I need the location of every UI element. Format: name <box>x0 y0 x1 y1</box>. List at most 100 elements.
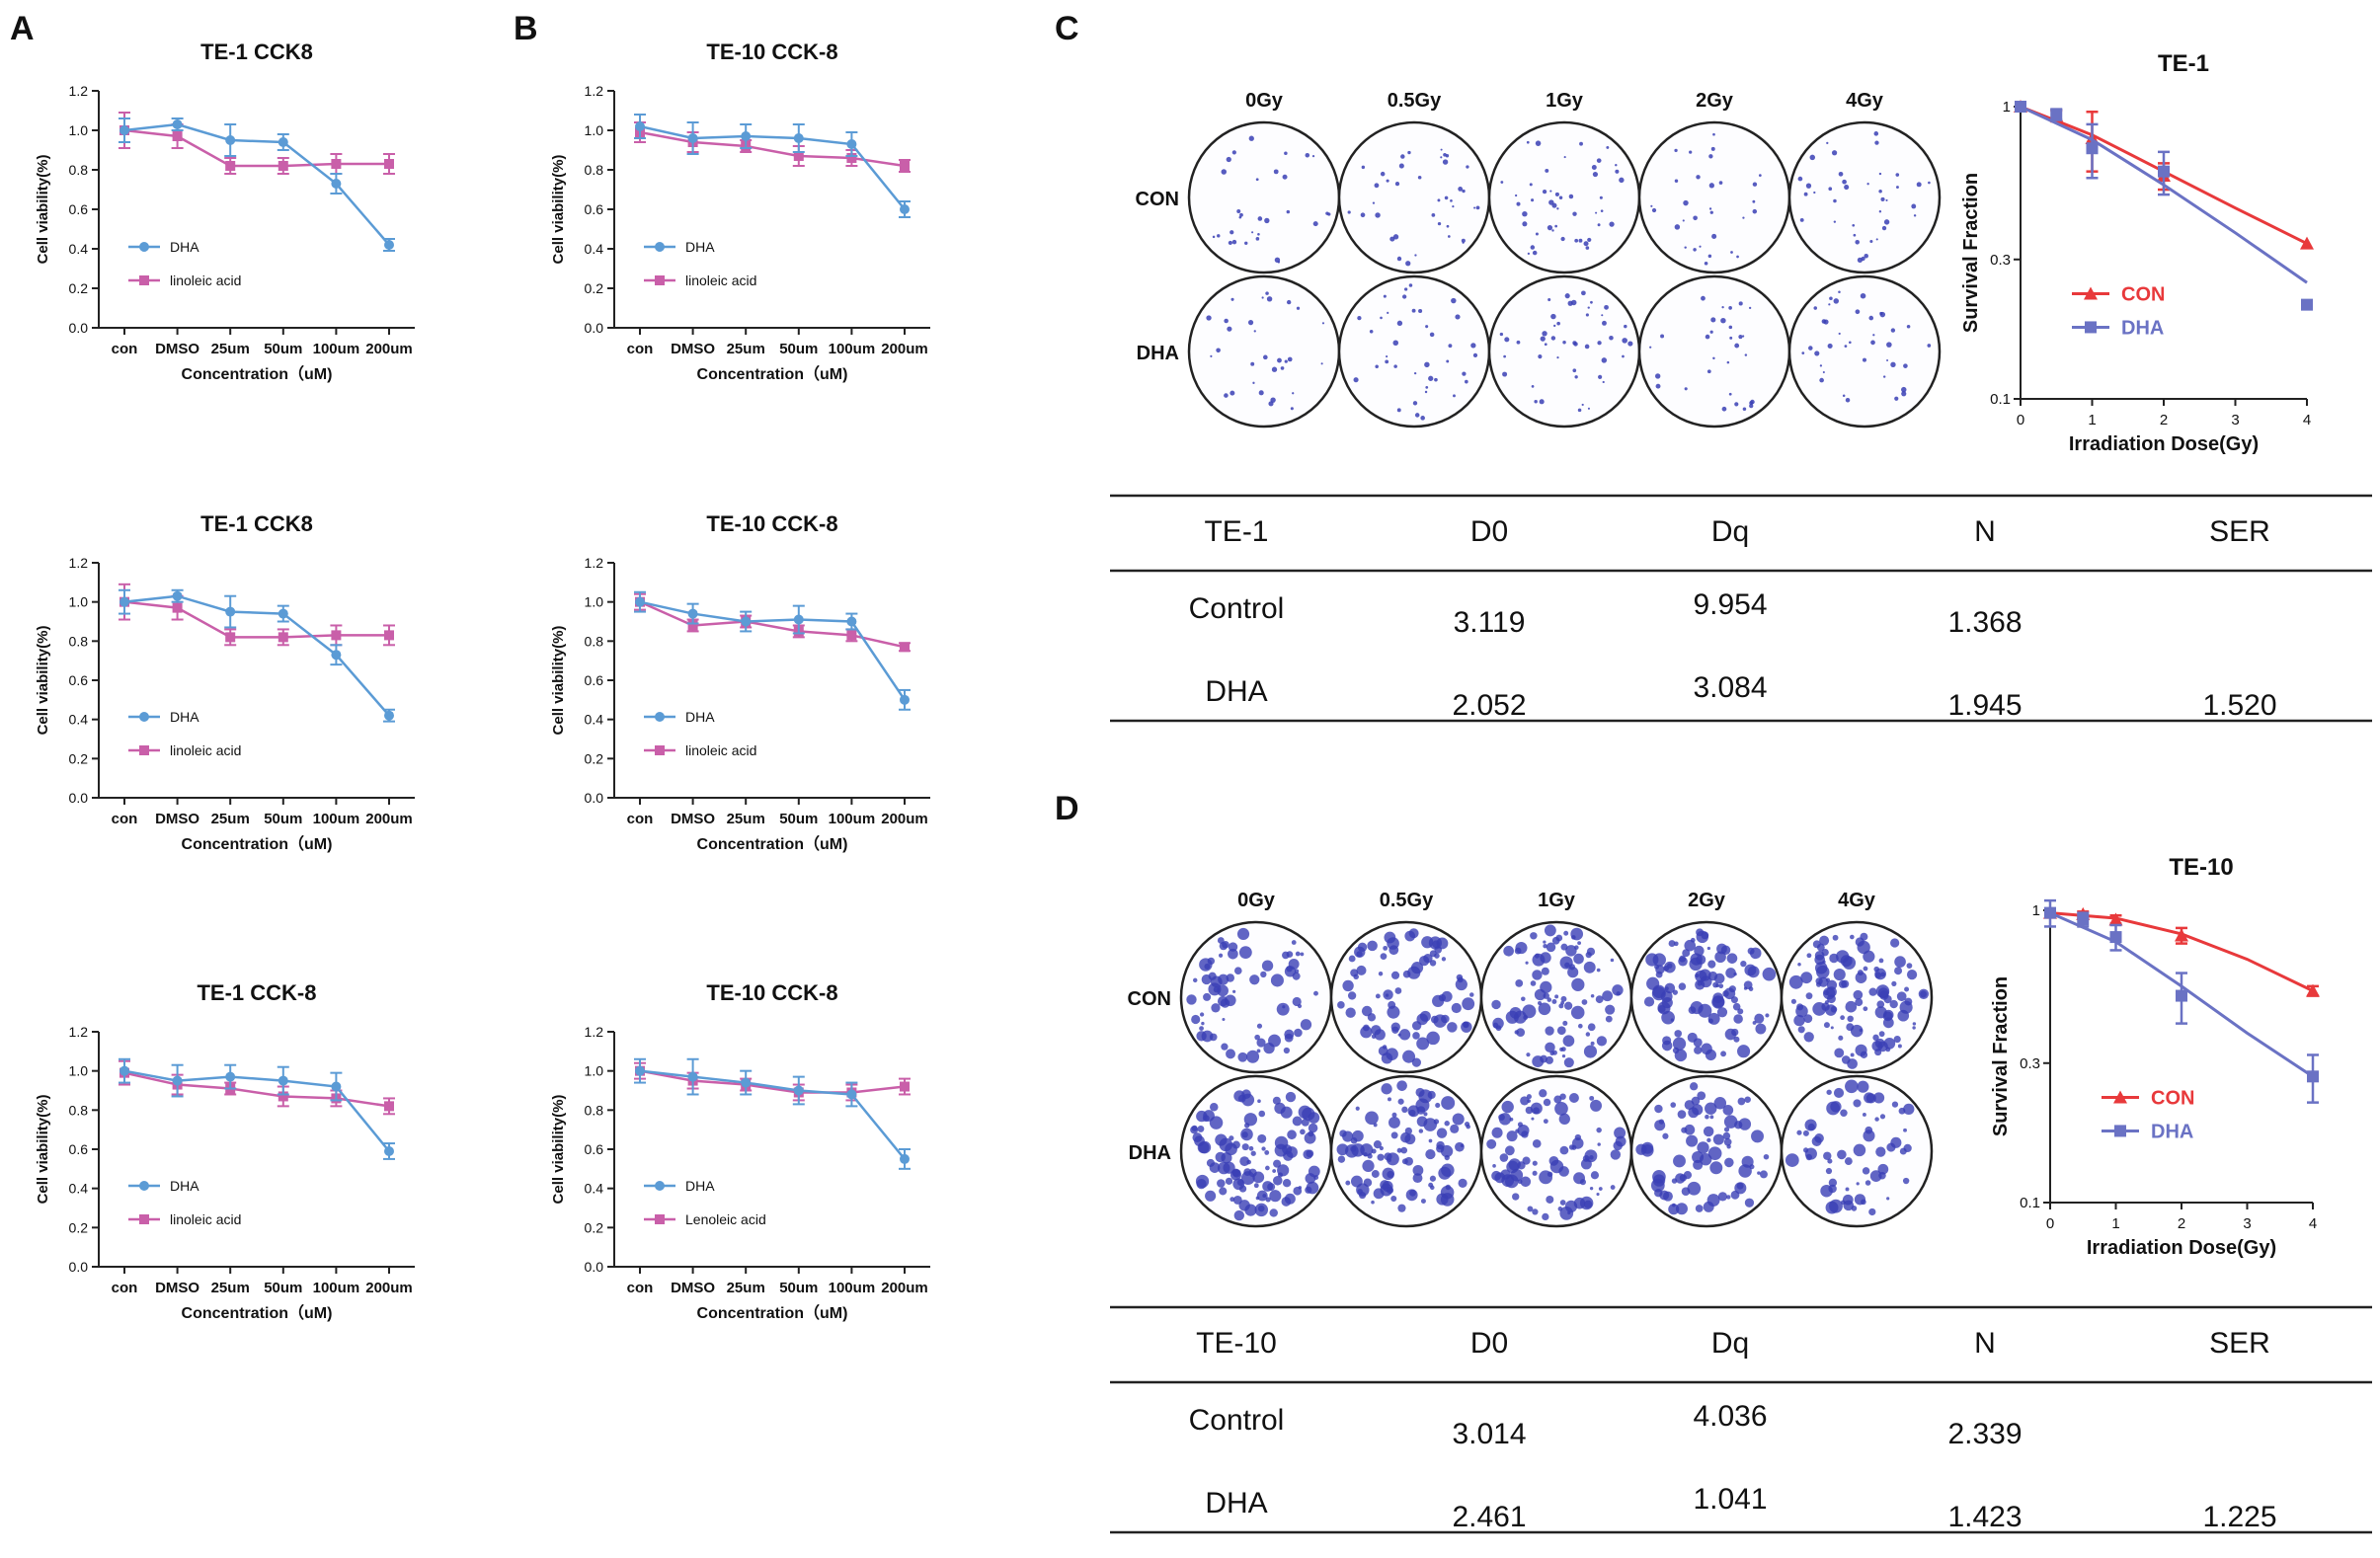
colony-dot <box>1797 1026 1805 1034</box>
colony-dot <box>1257 216 1263 221</box>
cck-4-series-0-point <box>635 596 645 607</box>
colony-dot <box>1906 324 1911 329</box>
survival-D-series-0-point <box>2175 928 2188 942</box>
colony-dot <box>1615 169 1620 174</box>
colony-dot <box>1412 1164 1424 1176</box>
cck-1-series-1-point <box>225 161 236 171</box>
table-C-cell: 1.945 <box>1947 689 2022 722</box>
colony-dot <box>1475 205 1480 210</box>
cck-6-ytick-label: 0.4 <box>585 1181 604 1197</box>
colony-dot <box>1585 246 1590 250</box>
table-D-cell: Control <box>1189 1404 1285 1437</box>
colony-dot <box>1356 965 1367 975</box>
cck-2-ytick-label: 1.2 <box>585 83 604 99</box>
cck-1-series-1-point <box>331 159 342 169</box>
colony-dot <box>1816 981 1822 987</box>
cck-6-xlabel: Concentration（uM) <box>697 1304 848 1322</box>
colony-dot <box>1217 234 1221 238</box>
colony-dot <box>1530 932 1538 940</box>
colony-dot <box>1883 375 1886 378</box>
colony-dot <box>1258 1110 1266 1118</box>
colony-dot <box>1492 1164 1496 1168</box>
cck-6-series-0-point <box>900 1153 910 1164</box>
cck-3-series-0-line <box>123 594 390 717</box>
colony-dot <box>1248 1168 1257 1178</box>
colony-dot <box>1230 390 1235 396</box>
colony-dot <box>1833 1087 1845 1099</box>
colony-dot <box>1572 211 1577 216</box>
cck-2-xlabel: Concentration（uM) <box>697 365 848 383</box>
colony-dot <box>1360 1143 1374 1157</box>
colony-dot <box>1832 934 1839 941</box>
colony-dot <box>1738 301 1743 306</box>
cck-6-xtick-label: 50um <box>779 1280 818 1296</box>
colony-dot <box>1672 1037 1687 1051</box>
colony-dot <box>1412 1032 1420 1040</box>
colony-dot <box>1573 342 1578 347</box>
colony-dot <box>1881 225 1887 231</box>
colony-dot <box>1428 375 1434 381</box>
colony-dot <box>1800 972 1813 984</box>
cck-5-ytick-label: 0.0 <box>69 1259 89 1275</box>
colony-dot <box>1396 320 1403 327</box>
colony-dot <box>1431 213 1436 217</box>
plate-dose-label-C: 1Gy <box>1546 90 1584 112</box>
colony-dot <box>1785 1153 1799 1167</box>
colony-dot <box>1530 980 1537 986</box>
colony-dot <box>1652 1174 1666 1187</box>
colony-dot <box>1492 1022 1499 1029</box>
colony-dot <box>1416 1037 1430 1051</box>
colony-dot <box>1522 210 1528 217</box>
colony-dot <box>1860 292 1866 299</box>
cck-3-series-0-point <box>384 710 394 721</box>
cck-2-ytick-label: 0.2 <box>585 280 604 296</box>
colony-dot <box>1526 140 1530 144</box>
cck-2-xtick-label: 50um <box>779 341 818 357</box>
colony-dot <box>1707 254 1712 259</box>
colony-dot <box>1896 991 1907 1002</box>
cck-2-series-0-point <box>635 121 645 131</box>
colony-dot <box>1206 315 1212 321</box>
cck-5-ytick-label: 1.2 <box>69 1024 89 1040</box>
colony-dot <box>1239 212 1243 217</box>
colony-dot <box>1357 315 1362 321</box>
colony-dot <box>1894 956 1906 968</box>
cck-4-ytick-label: 1.2 <box>585 555 604 571</box>
colony-dot <box>1348 955 1356 963</box>
colony-dot <box>1857 1080 1869 1093</box>
colony-dot <box>1650 204 1653 207</box>
colony-dot <box>1428 1138 1433 1143</box>
colony-dot <box>1285 1091 1297 1103</box>
colony-dot <box>1728 325 1733 330</box>
colony-dot <box>1864 253 1868 259</box>
colony-dot <box>1300 1129 1306 1135</box>
cck-1-xtick-label: 100um <box>313 341 360 357</box>
colony-dot <box>1609 335 1614 341</box>
survival-D-series-1-point <box>2307 1070 2319 1083</box>
colony-dot <box>1532 1208 1539 1215</box>
colony-dot <box>1342 979 1354 992</box>
colony-dot <box>1872 334 1875 337</box>
table-C-cell: 1.368 <box>1947 606 2022 639</box>
cck-5-xtick-label: 200um <box>365 1280 413 1296</box>
colony-dot <box>1210 1103 1219 1112</box>
colony-dot <box>1408 1109 1416 1117</box>
cck-4-ytick-label: 0.6 <box>585 672 604 688</box>
colony-dot <box>1356 1183 1370 1197</box>
colony-dot <box>1243 1113 1258 1127</box>
colony-dot <box>1819 377 1824 383</box>
colony-dot <box>1233 1090 1245 1102</box>
colony-dot <box>1379 1145 1384 1151</box>
cck-5-series-0-point <box>225 1071 236 1082</box>
plate-dose-label-C: 2Gy <box>1696 90 1734 112</box>
colony-dot <box>1260 971 1267 978</box>
colony-dot <box>1890 328 1896 333</box>
colony-dot <box>1581 999 1588 1005</box>
survival-D-ytick-label: 0.3 <box>2020 1055 2040 1072</box>
colony-dot <box>1622 354 1625 358</box>
colony-dot <box>1262 354 1268 360</box>
colony-dot <box>1286 1146 1298 1158</box>
colony-dot <box>1568 194 1574 199</box>
colony-dot <box>1425 325 1429 329</box>
colony-dot <box>1605 1015 1613 1023</box>
